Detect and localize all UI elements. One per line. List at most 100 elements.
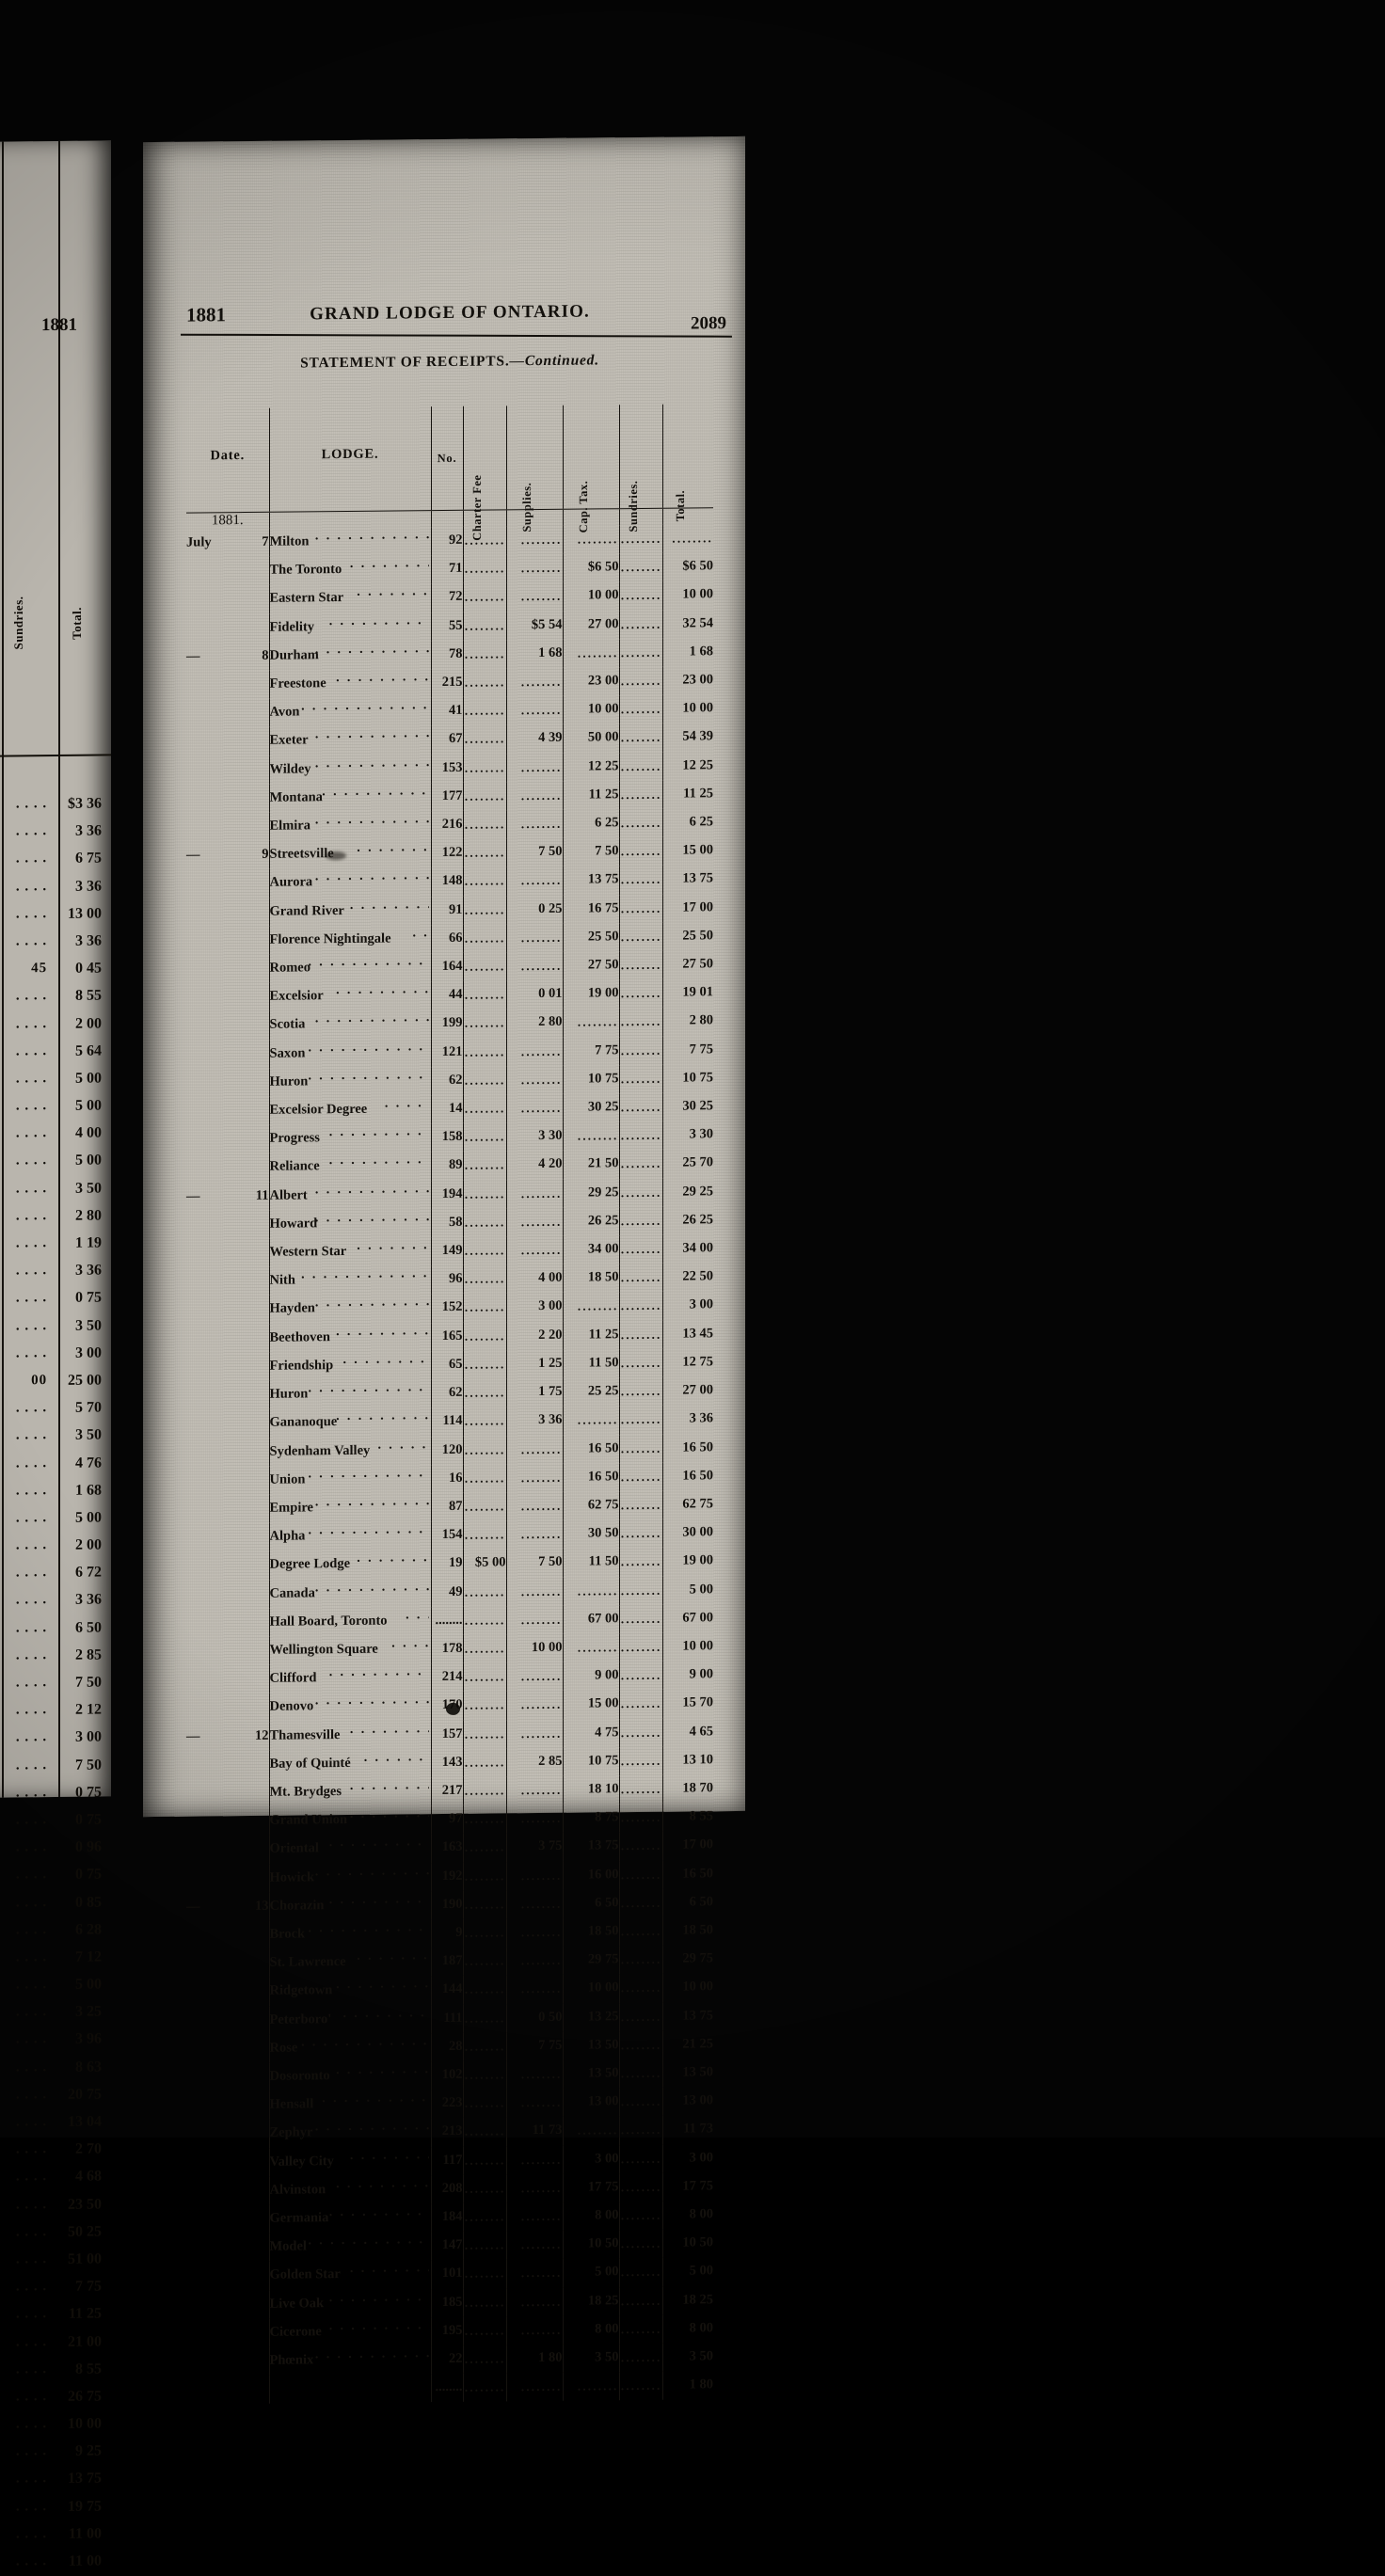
left-sundries-cell: . . . . bbox=[15, 1400, 48, 1416]
cell-cap-tax: ........ bbox=[563, 2372, 619, 2402]
empty-dots: ........ bbox=[577, 1298, 619, 1314]
left-page-row: . . . . 3 50 bbox=[0, 1312, 107, 1340]
cell-lodge-name: St. Lawrence . . . . . . . . . . . . . .… bbox=[269, 1948, 431, 1979]
empty-dots: ........ bbox=[520, 1697, 563, 1712]
cell-sundries: ........ bbox=[619, 1348, 662, 1378]
cell-charter-fee: ........ bbox=[463, 1520, 506, 1550]
cell-cap-tax: 11 50 bbox=[563, 1548, 619, 1578]
cell-supplies: ........ bbox=[506, 1491, 563, 1521]
cell-lodge-name: Avon . . . . . . . . . . . . . . . . . .… bbox=[269, 697, 431, 728]
cell-day: 11 bbox=[255, 1187, 269, 1203]
cell-lodge-number: 184 bbox=[431, 2202, 463, 2233]
cell-lodge-name: Rose . . . . . . . . . . . . . . . . . .… bbox=[269, 2032, 431, 2063]
cell-day: 8 bbox=[262, 647, 269, 663]
left-page-row: . . . . 6 72 bbox=[0, 1559, 107, 1587]
cell-total: 7 75 bbox=[662, 1035, 713, 1065]
left-sundries-cell: . . . . bbox=[15, 1290, 48, 1306]
left-sundries-cell: . . . . bbox=[15, 1867, 48, 1883]
cell-lodge-name: Albert . . . . . . . . . . . . . . . . .… bbox=[269, 1180, 431, 1211]
empty-dots: ........ bbox=[464, 2237, 506, 2252]
cell-date bbox=[186, 1751, 245, 1780]
cell-date bbox=[186, 2347, 245, 2377]
left-total-cell: 2 12 bbox=[75, 1701, 102, 1718]
cell-lodge-number: 117 bbox=[431, 2146, 463, 2175]
left-sundries-cell: . . . . bbox=[15, 2416, 48, 2432]
left-total-cell: 1 19 bbox=[75, 1234, 102, 1251]
cell-date: — bbox=[186, 1728, 200, 1744]
cell-lodge-name: Excelsior Degree . . . . . . . . . . . .… bbox=[269, 1095, 431, 1126]
cell-lodge-number: 101 bbox=[431, 2260, 463, 2289]
cell-supplies: ........ bbox=[506, 582, 563, 612]
left-total-cell: 50 25 bbox=[68, 2223, 102, 2240]
empty-dots: ........ bbox=[520, 1668, 563, 1684]
left-sundries-cell: . . . . bbox=[15, 1455, 48, 1471]
cell-sundries: ........ bbox=[619, 1234, 662, 1264]
left-page-row: . . . . 3 36 bbox=[0, 1257, 107, 1285]
cell-sundries: ........ bbox=[619, 1774, 662, 1805]
cell-lodge-name: Scotia . . . . . . . . . . . . . . . . .… bbox=[269, 1010, 431, 1041]
left-total-cell: 3 36 bbox=[75, 1262, 102, 1279]
cell-total: 26 25 bbox=[662, 1206, 713, 1235]
empty-dots: ........ bbox=[620, 957, 662, 973]
empty-dots: ........ bbox=[520, 2208, 563, 2224]
empty-dots: ........ bbox=[672, 531, 713, 546]
cell-sundries: ........ bbox=[619, 1718, 662, 1747]
cell-lodge-number: 185 bbox=[431, 2288, 463, 2317]
lodge-name: Hensall bbox=[269, 2096, 314, 2112]
cell-day bbox=[245, 927, 269, 955]
cell-lodge-number: 165 bbox=[431, 1322, 463, 1352]
left-total-cell: 51 00 bbox=[68, 2250, 102, 2267]
cell-date bbox=[186, 1581, 245, 1610]
cell-charter-fee: ........ bbox=[463, 2202, 506, 2232]
empty-dots: ........ bbox=[620, 2009, 662, 2024]
cell-total: 27 50 bbox=[662, 950, 713, 980]
cell-day bbox=[245, 813, 269, 841]
cell-sundries: ........ bbox=[619, 1264, 662, 1293]
cell-total: 16 50 bbox=[662, 1461, 713, 1491]
cell-sundries: ........ bbox=[619, 1178, 662, 1208]
empty-dots: ........ bbox=[464, 2266, 506, 2282]
cell-lodge-name: Huron . . . . . . . . . . . . . . . . . … bbox=[269, 1066, 431, 1097]
empty-dots: ........ bbox=[464, 1897, 506, 1912]
cell-day bbox=[245, 2262, 269, 2290]
left-page-row: . . . . 4 00 bbox=[0, 1120, 107, 1148]
header-rule bbox=[180, 333, 732, 338]
lodge-name: Saxon bbox=[269, 1045, 306, 1061]
cell-day bbox=[245, 1040, 269, 1068]
cell-day bbox=[245, 2376, 269, 2404]
empty-dots: ........ bbox=[464, 1215, 506, 1230]
cell-cap-tax: 18 50 bbox=[563, 1917, 619, 1947]
left-total-cell: 11 25 bbox=[68, 2305, 102, 2323]
cell-sundries: ........ bbox=[619, 1746, 662, 1776]
lodge-name: Brock bbox=[269, 1926, 306, 1942]
left-page-row: . . . . 3 50 bbox=[0, 1422, 107, 1450]
left-sundries-cell: . . . . bbox=[15, 1675, 48, 1691]
left-page-row: . . . . 7 50 bbox=[0, 1751, 107, 1779]
cell-sundries: ........ bbox=[619, 950, 662, 980]
cell-total: 18 70 bbox=[662, 1774, 713, 1804]
left-sundries-cell: . . . . bbox=[15, 2223, 48, 2240]
cell-charter-fee: ........ bbox=[463, 1236, 506, 1266]
left-total-cell: 3 50 bbox=[75, 1180, 102, 1197]
cell-cap-tax: ........ bbox=[563, 1633, 619, 1662]
cell-cap-tax: $6 50 bbox=[563, 553, 619, 583]
empty-dots: ........ bbox=[620, 1725, 662, 1740]
left-total-cell: 11 00 bbox=[68, 2552, 102, 2569]
cell-date bbox=[186, 983, 245, 1012]
empty-dots: ........ bbox=[464, 1243, 506, 1258]
cell-supplies: ........ bbox=[506, 753, 563, 783]
left-page-row: . . . . 1 68 bbox=[0, 1476, 107, 1504]
empty-dots: ........ bbox=[464, 930, 506, 946]
cell-cap-tax: 13 75 bbox=[563, 1832, 619, 1862]
cell-day bbox=[245, 1807, 269, 1836]
cell-day bbox=[245, 1949, 269, 1978]
cell-total: 3 36 bbox=[662, 1405, 713, 1435]
cell-cap-tax: 11 50 bbox=[563, 1349, 619, 1378]
cell-charter-fee: ........ bbox=[463, 1861, 506, 1891]
cell-cap-tax: 3 50 bbox=[563, 2344, 619, 2373]
cell-date bbox=[186, 1239, 245, 1268]
cell-sundries: ........ bbox=[619, 1690, 662, 1719]
cell-date bbox=[186, 1154, 245, 1184]
cell-charter-fee: ........ bbox=[463, 2316, 506, 2345]
cell-cap-tax: 30 50 bbox=[563, 1519, 619, 1550]
